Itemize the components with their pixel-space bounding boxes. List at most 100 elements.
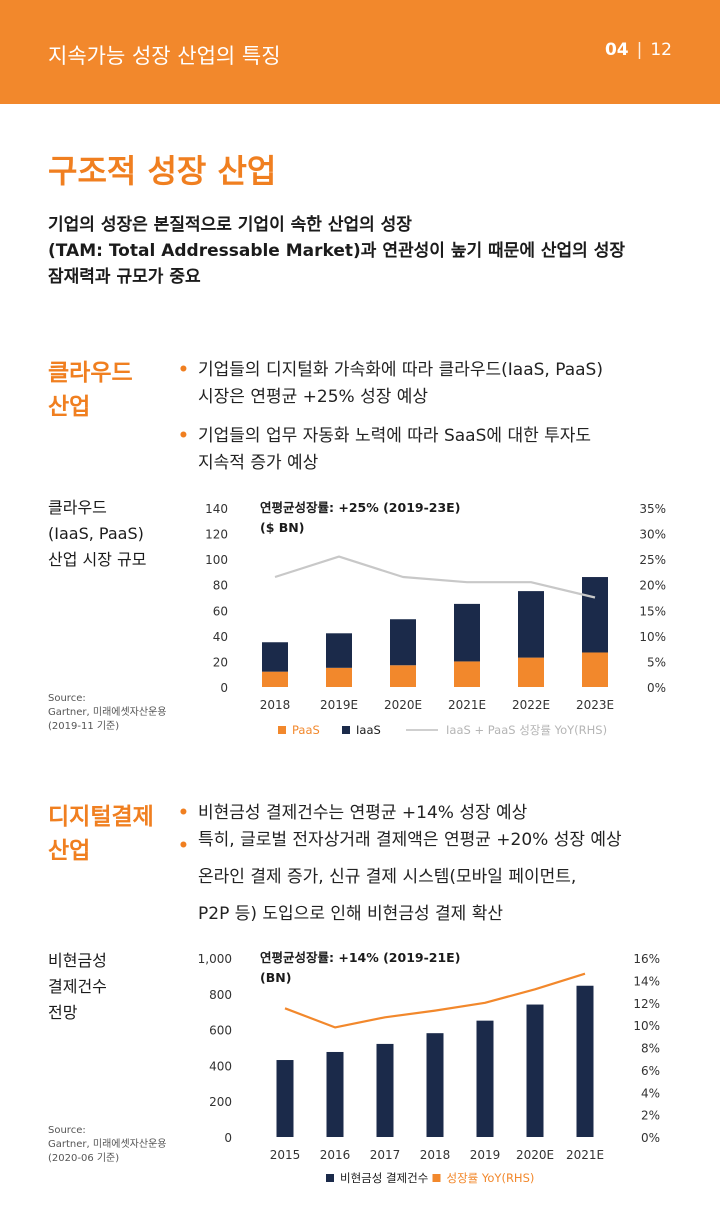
source-line: Source: xyxy=(48,693,86,704)
bullet-line: P2P 등) 도입으로 인해 비현금성 결제 확산 xyxy=(198,904,503,924)
y-tick-label: 400 xyxy=(209,1059,232,1073)
x-tick-label: 2018 xyxy=(420,1148,451,1162)
y-right-tick-label: 12% xyxy=(633,997,660,1011)
bar-PaaS xyxy=(454,661,480,687)
bullet-item: • 특히, 글로벌 전자상거래 결제액은 연평균 +20% 성장 예상 온라인 … xyxy=(178,827,698,928)
bar-비현금성 결제건수 xyxy=(576,985,594,1137)
side-label-line: 산업 시장 규모 xyxy=(48,550,147,569)
cloud-chart-label: 클라우드 (IaaS, PaaS) 산업 시장 규모 xyxy=(48,495,147,573)
bullet-dot-icon: • xyxy=(178,360,189,380)
source-line: (2019-11 기준) xyxy=(48,721,120,732)
payment-section-title: 디지털결제 산업 xyxy=(48,800,154,868)
growth-line xyxy=(284,972,586,1029)
bar-PaaS xyxy=(390,665,416,687)
side-label-line: 전망 xyxy=(48,1003,78,1022)
y-tick-label: 800 xyxy=(209,988,232,1002)
legend-swatch xyxy=(326,1174,334,1182)
source-line: Gartner, 미래에셋자산운용 xyxy=(48,1139,167,1150)
legend-swatch xyxy=(432,1174,441,1182)
payment-title-line: 산업 xyxy=(48,838,91,864)
bar-PaaS xyxy=(518,657,544,687)
side-label-line: (IaaS, PaaS) xyxy=(48,524,144,543)
cloud-market-chart: 0 20 40 60 80 100 120 140 0% 5% 10% 15% 20% 25% 30% 35%… xyxy=(205,500,666,737)
legend-label: IaaS + PaaS 성장률 YoY(RHS) xyxy=(446,723,607,737)
payment-title-line: 디지털결제 xyxy=(48,804,154,830)
bullet-line: 기업들의 업무 자동화 노력에 따라 SaaS에 대한 투자도 xyxy=(198,426,592,446)
bar-PaaS xyxy=(262,671,288,687)
header-title: 지속가능 성장 산업의 특징 xyxy=(48,44,281,68)
y-right-tick-label: 35% xyxy=(639,502,666,516)
source-line: Gartner, 미래에셋자산운용 xyxy=(48,707,167,718)
y-right-tick-label: 10% xyxy=(639,630,666,644)
bar-비현금성 결제건수 xyxy=(326,1051,344,1137)
y-tick-label: 0 xyxy=(224,1131,232,1145)
y-tick-label: 140 xyxy=(205,502,228,516)
legend-swatch xyxy=(278,726,286,734)
intro-line: 잠재력과 규모가 중요 xyxy=(48,267,201,287)
y-right-tick-label: 8% xyxy=(641,1042,660,1056)
bar-비현금성 결제건수 xyxy=(276,1060,294,1137)
x-tick-label: 2020E xyxy=(384,698,422,712)
y-right-tick-label: 30% xyxy=(639,528,666,542)
bar-PaaS xyxy=(326,667,352,687)
bullet-dot-icon: • xyxy=(178,803,189,823)
growth-line xyxy=(274,555,596,599)
x-tick-label: 2021E xyxy=(448,698,486,712)
bar-IaaS xyxy=(582,577,608,653)
bullet-line: 기업들의 디지털화 가속화에 따라 클라우드(IaaS, PaaS) xyxy=(198,360,603,380)
y-tick-label: 80 xyxy=(213,579,228,593)
chart-subtitle: ($ BN) xyxy=(260,520,304,535)
side-label-line: 비현금성 xyxy=(48,951,107,970)
page-separator: | xyxy=(636,40,643,60)
y-tick-label: 100 xyxy=(205,553,228,567)
bullet-line: 특히, 글로벌 전자상거래 결제액은 연평균 +20% 성장 예상 xyxy=(198,830,622,850)
bullet-line: 시장은 연평균 +25% 성장 예상 xyxy=(198,387,429,407)
y-tick-label: 120 xyxy=(205,528,228,542)
cloud-title-line: 클라우드 xyxy=(48,360,133,386)
y-tick-label: 200 xyxy=(209,1095,232,1109)
bullet-dot-icon: • xyxy=(178,426,189,446)
page-current: 04 xyxy=(604,40,629,60)
legend-label: PaaS xyxy=(292,723,320,737)
side-label-line: 클라우드 xyxy=(48,498,107,517)
bar-비현금성 결제건수 xyxy=(526,1004,544,1137)
y-right-tick-label: 6% xyxy=(641,1064,660,1078)
legend-label: 성장률 YoY(RHS) xyxy=(447,1171,535,1185)
intro-line: (TAM: Total Addressable Market)과 연관성이 높기… xyxy=(48,241,625,261)
x-tick-label: 2022E xyxy=(512,698,550,712)
payment-chart-label: 비현금성 결제건수 전망 xyxy=(48,948,107,1026)
x-tick-label: 2020E xyxy=(516,1148,554,1162)
page-title: 구조적 성장 산업 xyxy=(48,152,277,190)
cloud-bullets: • 기업들의 디지털화 가속화에 따라 클라우드(IaaS, PaaS) 시장은… xyxy=(178,357,698,477)
bullet-line: 지속적 증가 예상 xyxy=(198,453,319,473)
legend-label: 비현금성 결제건수 xyxy=(340,1171,428,1185)
chart-title: 연평균성장률: +25% (2019-23E) xyxy=(260,500,460,515)
y-right-tick-label: 2% xyxy=(641,1109,660,1123)
intro-line: 기업의 성장은 본질적으로 기업이 속한 산업의 성장 xyxy=(48,215,412,235)
y-right-tick-label: 0% xyxy=(641,1131,660,1145)
chart-subtitle: (BN) xyxy=(260,970,291,985)
bar-비현금성 결제건수 xyxy=(426,1033,444,1137)
y-right-tick-label: 5% xyxy=(647,655,666,669)
y-right-tick-label: 14% xyxy=(633,974,660,988)
legend-swatch xyxy=(342,726,350,734)
x-tick-label: 2015 xyxy=(270,1148,301,1162)
y-tick-label: 600 xyxy=(209,1024,232,1038)
header-bar: 지속가능 성장 산업의 특징 04 | 12 xyxy=(0,0,720,104)
x-tick-label: 2021E xyxy=(566,1148,604,1162)
page-total: 12 xyxy=(650,40,672,60)
bar-IaaS xyxy=(262,642,288,672)
payment-count-chart: 0 200 400 600 800 1,000 0% 2% 4% 6% 8% 10% 12% 14% 16%… xyxy=(198,950,660,1185)
y-right-tick-label: 16% xyxy=(633,952,660,966)
bullet-item: • 비현금성 결제건수는 연평균 +14% 성장 예상 xyxy=(178,800,698,827)
bullet-dot-icon: • xyxy=(178,836,189,856)
bar-PaaS xyxy=(582,652,608,687)
x-tick-label: 2017 xyxy=(370,1148,401,1162)
bullet-line: 비현금성 결제건수는 연평균 +14% 성장 예상 xyxy=(198,803,528,823)
bullet-item: • 기업들의 업무 자동화 노력에 따라 SaaS에 대한 투자도 지속적 증가… xyxy=(178,423,698,477)
y-tick-label: 60 xyxy=(213,604,228,618)
page-number: 04 | 12 xyxy=(605,40,672,60)
legend-label: IaaS xyxy=(356,723,381,737)
side-label-line: 결제건수 xyxy=(48,977,107,996)
bar-비현금성 결제건수 xyxy=(376,1043,394,1137)
